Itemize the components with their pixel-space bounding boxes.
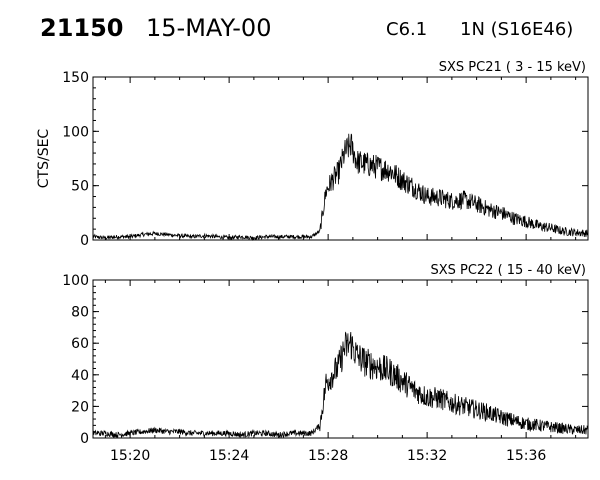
series-line: [92, 331, 589, 439]
x-tick-label: 15:36: [506, 448, 546, 464]
y-tick-label: 0: [80, 233, 89, 249]
y-axis-label: CTS/SEC: [36, 129, 52, 189]
y-tick-label: 60: [71, 336, 89, 352]
event-number: 21150: [40, 14, 124, 42]
x-tick-label: 15:28: [308, 448, 348, 464]
y-tick-label: 50: [71, 179, 89, 195]
panel-title: SXS PC21 ( 3 - 15 keV): [439, 60, 586, 75]
y-tick-label: 100: [62, 124, 89, 140]
flare-location: 1N (S16E46): [460, 19, 574, 40]
panel-pc22: 0 20 40 60 80 100 15:20 15:24 15:28 15:32 15:36 SXS…: [62, 263, 589, 464]
y-tick-label: 40: [71, 368, 89, 384]
panel-pc21: 0 50 100 150 SXS PC21 ( 3 - 15 keV) CTS/SEC: [36, 60, 589, 249]
y-tick-label: 80: [71, 305, 89, 321]
plot-frame: [92, 76, 589, 241]
y-tick-label: 150: [62, 70, 89, 86]
y-tick-label: 0: [80, 431, 89, 447]
y-tick-label: 100: [62, 273, 89, 289]
plot-frame: [92, 279, 589, 439]
y-tick-label: 20: [71, 399, 89, 415]
flare-class: C6.1: [386, 19, 428, 40]
x-tick-label: 15:24: [209, 448, 249, 464]
series-line: [92, 133, 589, 242]
event-date: 15-MAY-00: [146, 14, 272, 42]
x-tick-label: 15:32: [407, 448, 447, 464]
x-tick-label: 15:20: [110, 448, 150, 464]
panel-title: SXS PC22 ( 15 - 40 keV): [430, 263, 586, 278]
